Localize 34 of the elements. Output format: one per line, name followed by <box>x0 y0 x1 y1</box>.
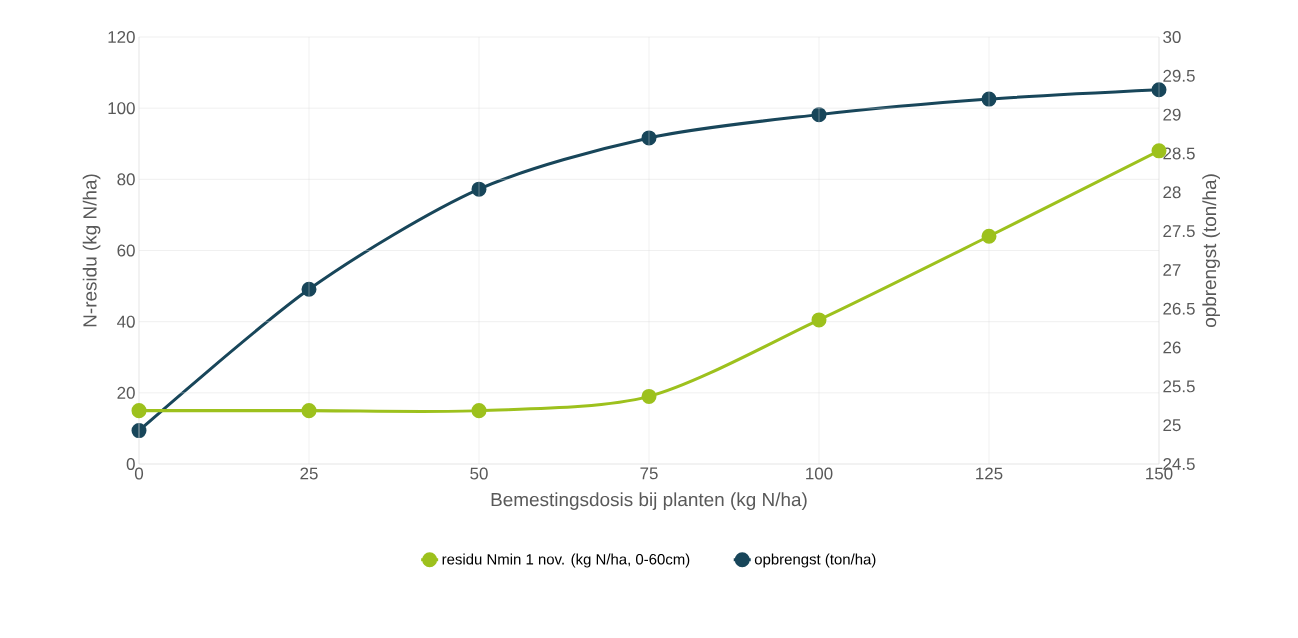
y-tick-label: 120 <box>108 31 135 43</box>
x-tick-label: 50 <box>470 467 488 480</box>
y2-tick-label: 26.5 <box>1163 302 1195 315</box>
y2-tick-label: 28 <box>1163 186 1181 199</box>
x-tick-label: 25 <box>300 467 318 480</box>
y-tick-label: 40 <box>117 315 135 328</box>
y-tick-label: 20 <box>117 386 135 399</box>
y-tick-label: 60 <box>117 244 135 257</box>
y-tick-label: 0 <box>126 458 135 470</box>
x-tick-label: 125 <box>976 467 1003 480</box>
y2-tick-label: 25 <box>1163 419 1181 432</box>
legend-label: residu Nmin 1 nov. (kg N/ha, 0-60cm) <box>442 553 690 568</box>
x-tick-label: 100 <box>806 467 833 480</box>
legend-label: opbrengst (ton/ha) <box>754 553 876 568</box>
y2-tick-label: 29.5 <box>1163 69 1195 82</box>
point <box>811 312 827 328</box>
point <box>981 228 997 244</box>
y2-axis-title: opbrengst (ton/ha) <box>1202 174 1220 328</box>
x-tick-label: 0 <box>134 467 144 480</box>
y-tick-label: 80 <box>117 173 135 186</box>
point <box>641 388 657 404</box>
y-axis-title: N-residu (kg N/ha) <box>82 174 101 327</box>
y2-tick-label: 30 <box>1163 31 1181 43</box>
y-tick-label: 100 <box>108 102 135 115</box>
y2-tick-label: 26 <box>1163 341 1181 354</box>
y2-tick-label: 25.5 <box>1163 380 1195 393</box>
y2-tick-label: 27.5 <box>1163 225 1195 238</box>
x-axis-title: Bemestingsdosis bij planten (kg N/ha) <box>491 492 807 510</box>
point <box>301 403 317 419</box>
point <box>471 403 487 419</box>
point <box>131 403 147 419</box>
y2-tick-label: 27 <box>1163 263 1181 276</box>
y2-tick-label: 29 <box>1163 108 1181 121</box>
x-tick-label: 75 <box>640 467 658 480</box>
